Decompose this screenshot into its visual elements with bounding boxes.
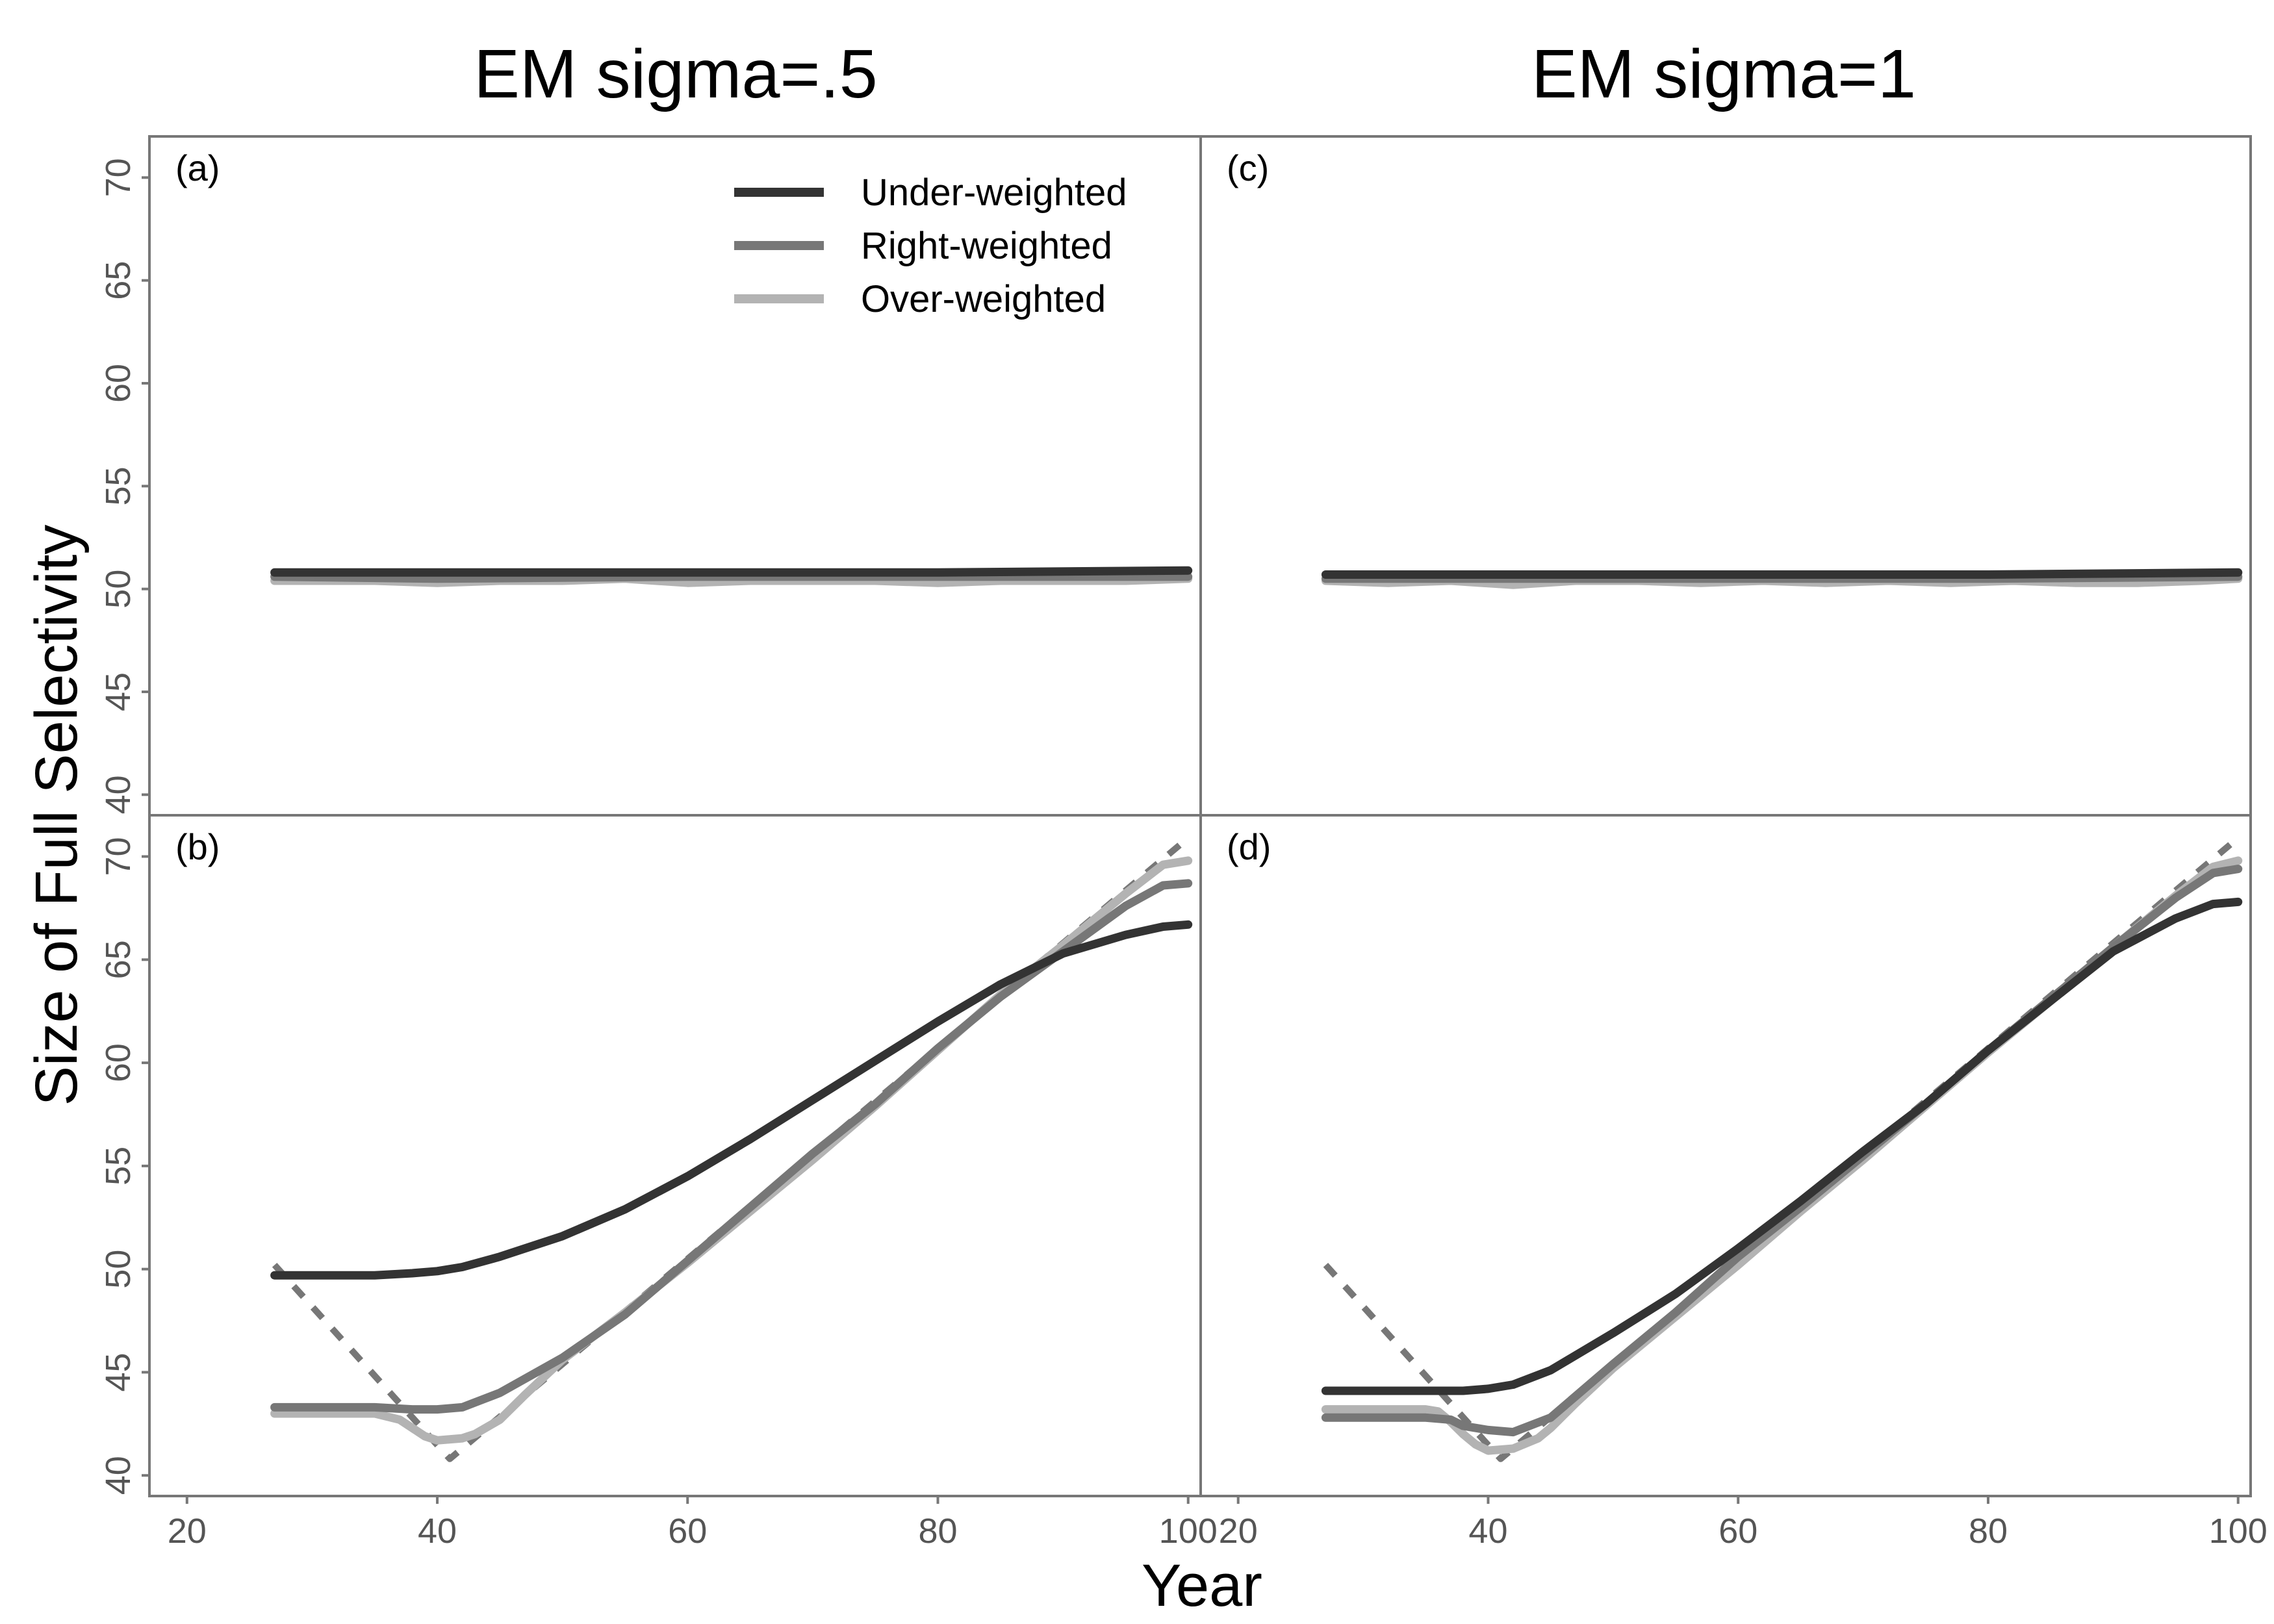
panels: (a) 40 45 50 55 60 65 70 (b) 40 45 50 55 60 65 70 20 40 60… [99, 135, 2268, 1551]
legend-label-under: Under-weighted [861, 171, 1127, 214]
x-tick-label: 20 [1219, 1512, 1258, 1551]
y-tick-label: 45 [99, 1352, 138, 1391]
y-tick-label: 60 [99, 364, 138, 403]
y-axis-title: Size of Full Selectivity [23, 525, 90, 1106]
y-tick-label: 60 [99, 1043, 138, 1082]
x-tick-label: 60 [1718, 1512, 1757, 1551]
series-group [270, 566, 1193, 587]
series-group [1321, 568, 2243, 589]
panel-c: (c) [1199, 135, 2252, 817]
line-under-weighted [270, 920, 1193, 1280]
panel-frame [1199, 814, 2252, 1497]
x-tick-label: 60 [668, 1512, 707, 1551]
panel-label: (b) [175, 826, 220, 867]
x-tick-label: 80 [918, 1512, 957, 1551]
panel-b: (b) 40 45 50 55 60 65 70 20 40 60 80 100 [99, 814, 1218, 1551]
y-tick-label: 55 [99, 1147, 138, 1186]
panel-d: (d) 20 40 60 80 100 [1199, 814, 2268, 1551]
line-under-weighted [270, 566, 1193, 577]
x-tick-label: 20 [168, 1512, 207, 1551]
x-tick-label: 40 [1468, 1512, 1507, 1551]
column-title-right: EM sigma=1 [1531, 36, 1916, 112]
panel-label: (c) [1227, 147, 1269, 188]
y-tick-label: 50 [99, 1250, 138, 1289]
y-tick-label: 50 [99, 570, 138, 609]
y-tick-label: 55 [99, 466, 138, 505]
y-tick-label: 70 [99, 158, 138, 197]
panel-label: (a) [175, 147, 220, 188]
y-tick-label: 65 [99, 940, 138, 979]
y-tick-label: 70 [99, 837, 138, 876]
legend: Under-weighted Right-weighted Over-weigh… [734, 171, 1127, 320]
y-tick-label: 40 [99, 1456, 138, 1495]
panel-a: (a) 40 45 50 55 60 65 70 [99, 135, 1202, 817]
x-tick-label: 40 [418, 1512, 457, 1551]
x-tick-label: 100 [1159, 1512, 1218, 1551]
truth-dashed-line [1323, 835, 2241, 1462]
x-tick-label: 80 [1969, 1512, 2008, 1551]
line-under-weighted [1321, 568, 2243, 579]
legend-label-over: Over-weighted [861, 278, 1106, 320]
y-tick-label: 65 [99, 261, 138, 300]
column-title-left: EM sigma=.5 [474, 36, 878, 112]
y-tick-label: 40 [99, 775, 138, 814]
legend-label-right: Right-weighted [861, 225, 1112, 267]
line-under-weighted [1321, 897, 2243, 1395]
series-group [270, 835, 1193, 1462]
truth-dashed-line [272, 835, 1190, 1462]
x-axis-title: Year [1142, 1553, 1262, 1619]
panel-label: (d) [1227, 826, 1271, 867]
y-tick-label: 45 [99, 672, 138, 711]
series-group [1321, 835, 2243, 1462]
x-tick-label: 100 [2209, 1512, 2268, 1551]
line-right-weighted [270, 572, 1193, 583]
